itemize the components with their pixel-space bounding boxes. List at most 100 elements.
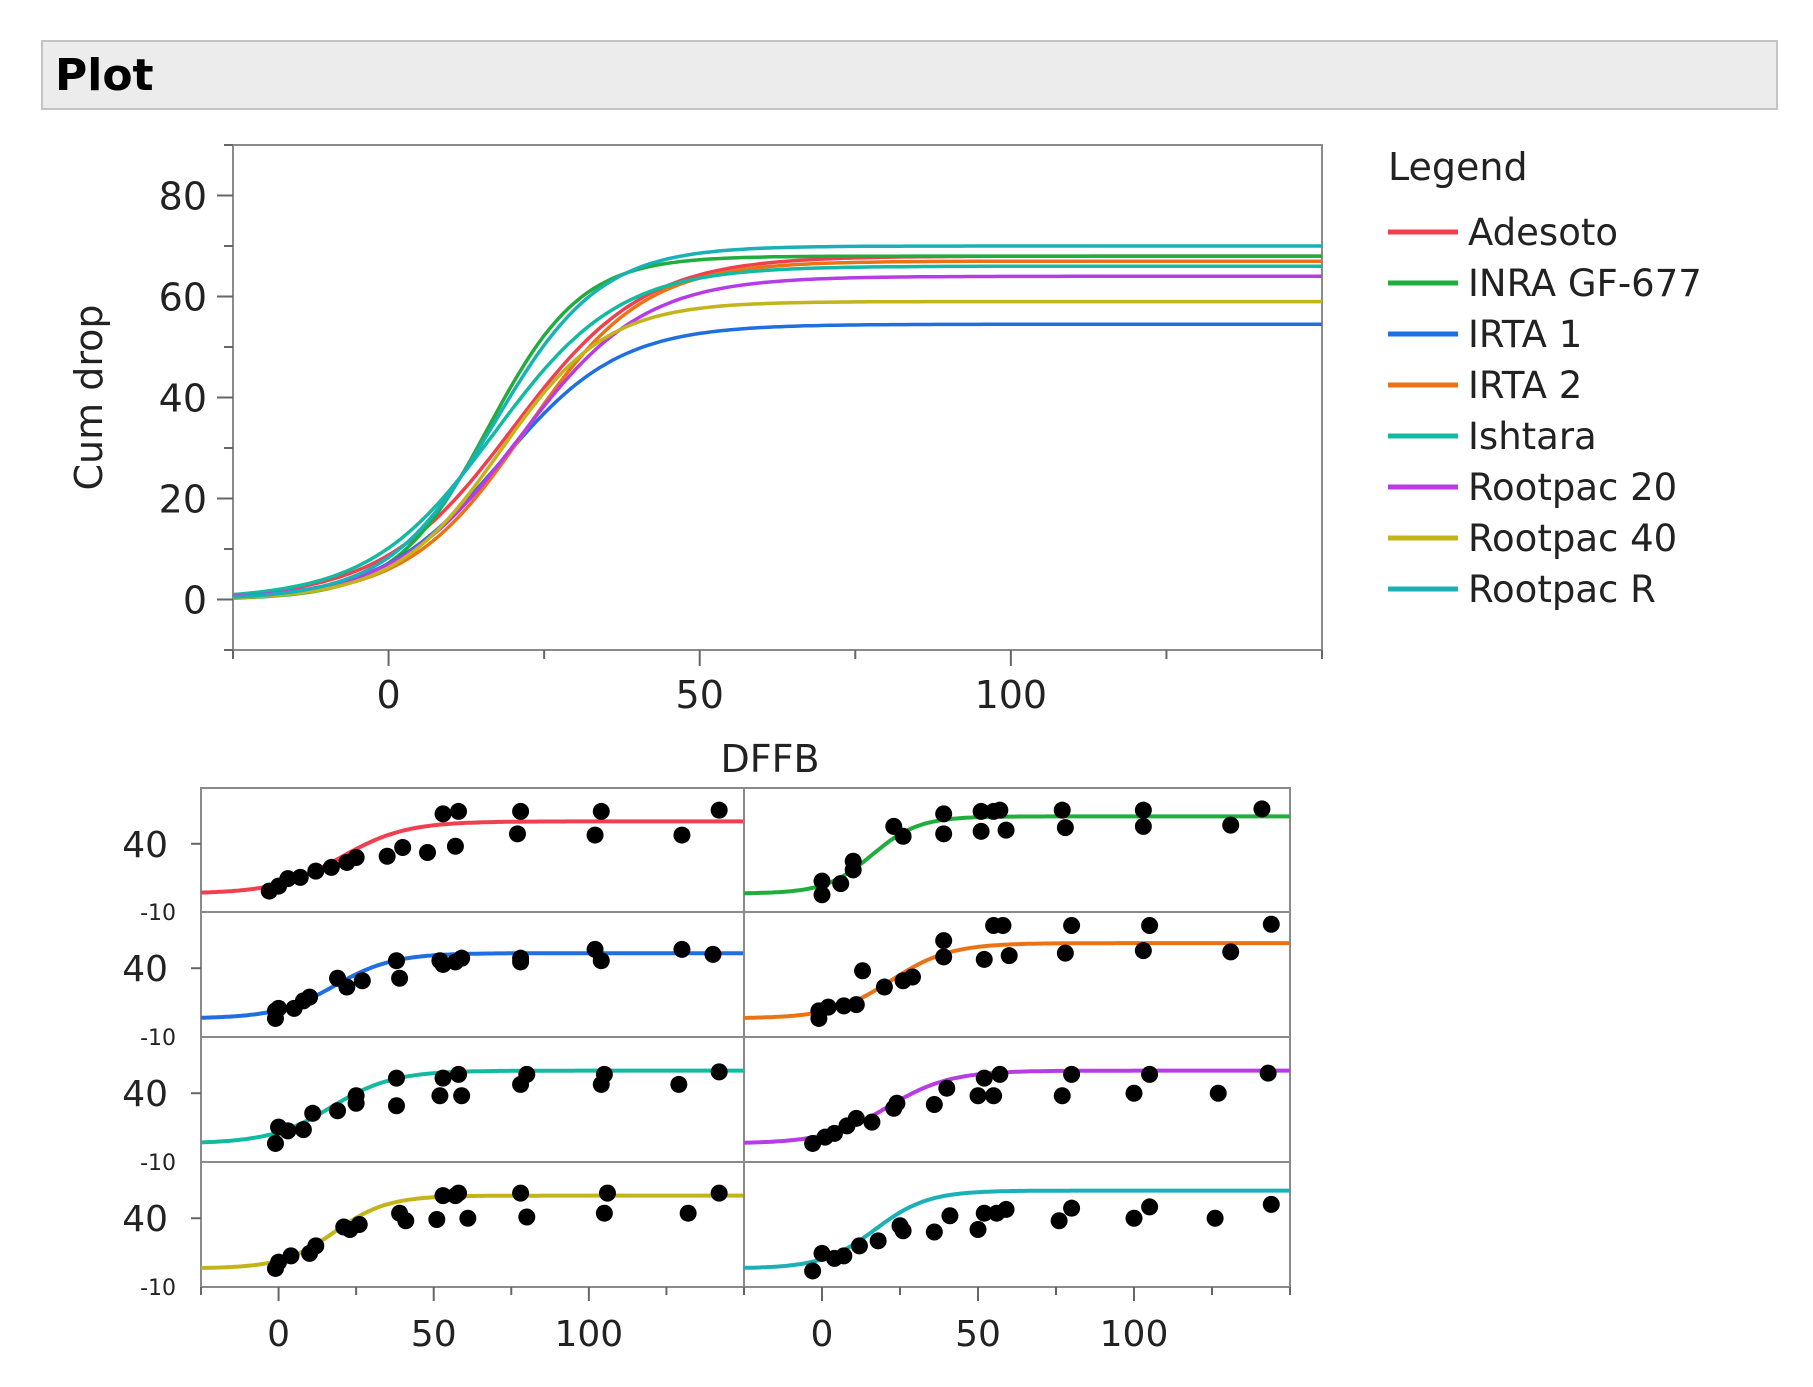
data-point — [854, 962, 872, 980]
y-tick-label: 40 — [159, 377, 207, 421]
data-point — [391, 969, 409, 987]
data-point — [1141, 1065, 1159, 1083]
sm-y-bottom-label: -10 — [140, 1276, 176, 1301]
data-point — [387, 1097, 405, 1115]
series-line-irta-2 — [232, 259, 1322, 599]
sm-y-tick-label: 40 — [122, 1199, 168, 1240]
data-point — [428, 1210, 446, 1228]
data-point — [673, 940, 691, 958]
data-point — [804, 1262, 822, 1280]
data-point — [1050, 1212, 1068, 1230]
panel-frame-ishtara — [200, 1036, 745, 1163]
data-point — [1141, 917, 1159, 935]
data-point — [1262, 1195, 1280, 1213]
data-point — [975, 950, 993, 968]
panel-frame-irta-2 — [743, 911, 1291, 1038]
data-point — [450, 1184, 468, 1202]
data-point — [935, 825, 953, 843]
data-point — [378, 847, 396, 865]
data-point — [1056, 944, 1074, 962]
plot-header-title: Plot — [55, 50, 154, 101]
data-point — [925, 1223, 943, 1241]
legend-label-ishtara: Ishtara — [1468, 415, 1597, 458]
data-point — [291, 868, 309, 886]
data-point — [350, 1216, 368, 1233]
data-point — [394, 839, 412, 857]
data-point — [431, 1087, 449, 1105]
data-point — [598, 1184, 616, 1202]
data-point — [969, 1087, 987, 1105]
data-point — [1000, 947, 1018, 965]
data-point — [450, 1065, 468, 1083]
data-point — [673, 826, 691, 844]
series-line-rootpac-r — [232, 244, 1322, 599]
series-line-rootpac-40 — [232, 299, 1322, 600]
data-point — [322, 858, 340, 876]
data-point — [512, 1184, 530, 1202]
data-point — [832, 875, 850, 893]
data-point — [894, 1222, 912, 1240]
data-point — [1222, 943, 1240, 961]
data-point — [972, 802, 990, 820]
data-point — [512, 802, 530, 820]
data-point — [338, 978, 356, 996]
sm-y-tick-label: 40 — [122, 1074, 168, 1115]
data-point — [595, 1204, 613, 1222]
data-point — [1134, 801, 1152, 819]
data-point — [459, 1209, 477, 1227]
data-point — [835, 1247, 853, 1265]
series-line-ishtara — [232, 264, 1322, 597]
data-point — [419, 843, 437, 861]
panel-frame-inra-gf-677 — [743, 787, 1291, 913]
data-point — [875, 978, 893, 996]
data-point — [434, 805, 452, 823]
data-point — [991, 1065, 1009, 1083]
data-point — [453, 1087, 471, 1105]
data-point — [844, 861, 862, 879]
data-point — [294, 1121, 312, 1139]
data-point — [903, 968, 921, 986]
data-point — [704, 945, 722, 963]
data-point — [813, 886, 831, 904]
data-point — [592, 952, 610, 970]
data-point — [304, 1104, 322, 1122]
x-tick-label: 100 — [975, 673, 1048, 717]
sm-y-bottom-label: -10 — [140, 901, 176, 926]
data-point — [512, 953, 530, 971]
sm-y-bottom-label: -10 — [140, 1151, 176, 1176]
data-point — [710, 1063, 728, 1081]
data-point — [991, 801, 1009, 819]
data-point — [810, 1009, 828, 1027]
data-point — [434, 1069, 452, 1087]
data-point — [586, 826, 604, 844]
data-point — [453, 949, 471, 967]
data-point — [985, 1087, 1003, 1105]
data-point — [1056, 819, 1074, 837]
data-point — [825, 1124, 843, 1142]
data-point — [869, 1232, 887, 1250]
data-point — [679, 1204, 697, 1222]
y-tick-label: 80 — [159, 175, 207, 219]
legend-title: Legend — [1388, 145, 1528, 189]
data-point — [969, 1221, 987, 1239]
data-point — [935, 932, 953, 950]
legend-label-adesoto: Adesoto — [1468, 211, 1618, 254]
plot-header[interactable]: Plot — [41, 40, 1778, 110]
data-point — [935, 805, 953, 823]
data-point — [941, 1207, 959, 1225]
data-point — [329, 1102, 347, 1120]
main-plot-frame — [232, 144, 1323, 651]
data-point — [670, 1075, 688, 1093]
data-point — [975, 1069, 993, 1087]
y-tick-label: 60 — [159, 276, 207, 320]
sm-x-tick-label: 100 — [1100, 1314, 1169, 1355]
legend-label-rootpac-40: Rootpac 40 — [1468, 517, 1677, 560]
data-point — [1209, 1084, 1227, 1102]
data-point — [935, 948, 953, 966]
y-tick-label: 0 — [183, 579, 207, 623]
legend-label-rootpac-r: Rootpac R — [1468, 568, 1656, 611]
data-point — [710, 801, 728, 819]
data-point — [997, 1200, 1015, 1218]
data-point — [270, 999, 288, 1017]
